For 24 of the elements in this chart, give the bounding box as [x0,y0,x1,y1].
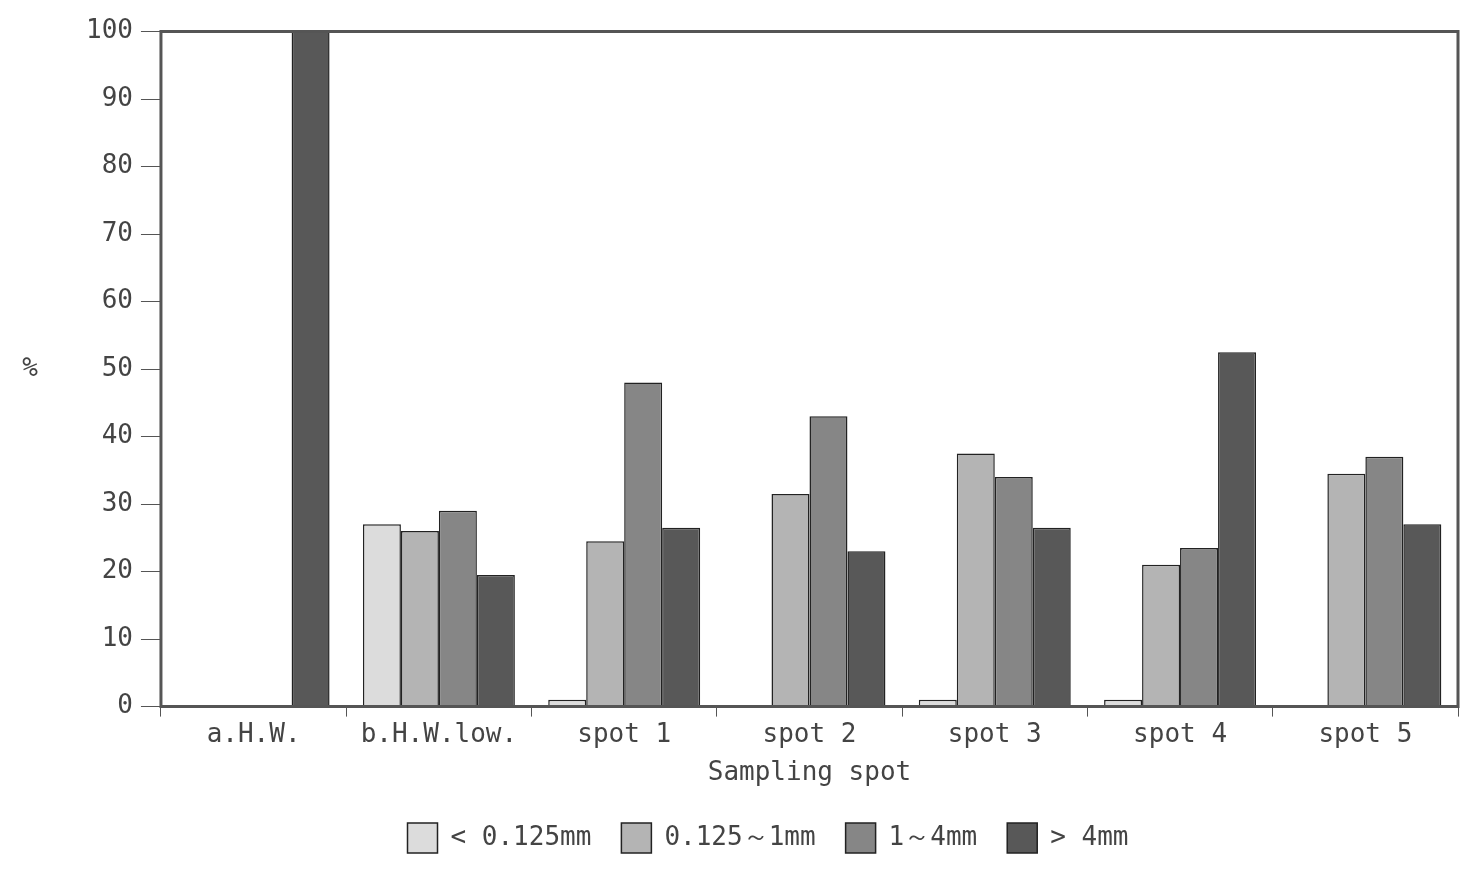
legend-label: 0.125～1mm [664,820,816,851]
legend-label: 1～4mm [888,820,978,851]
y-tick-label: 60 [101,284,133,315]
x-tick-label: b.H.W.low. [360,717,518,748]
y-tick-label: 70 [101,216,133,247]
x-tick-label: spot 5 [1318,717,1413,748]
y-tick-label: 40 [101,419,133,450]
x-tick-label: a.H.W. [206,717,301,748]
y-tick-label: 20 [101,554,133,585]
y-tick-label: 80 [101,149,133,180]
x-tick-label: spot 3 [947,717,1042,748]
legend-label: > 4mm [1050,820,1129,851]
y-axis-title: % [22,351,39,382]
y-tick-label: 30 [101,486,133,517]
y-tick-label: 50 [101,351,133,382]
y-tick-label: 100 [85,14,133,45]
y-tick-label: 90 [101,81,133,112]
legend-label: < 0.125mm [450,820,592,851]
x-tick-label: spot 4 [1133,717,1228,748]
x-tick-label: spot 1 [577,717,672,748]
x-tick-label: spot 2 [762,717,857,748]
y-tick-label: 0 [117,689,133,720]
y-tick-label: 10 [101,621,133,652]
x-axis-title: Sampling spot [707,756,912,787]
